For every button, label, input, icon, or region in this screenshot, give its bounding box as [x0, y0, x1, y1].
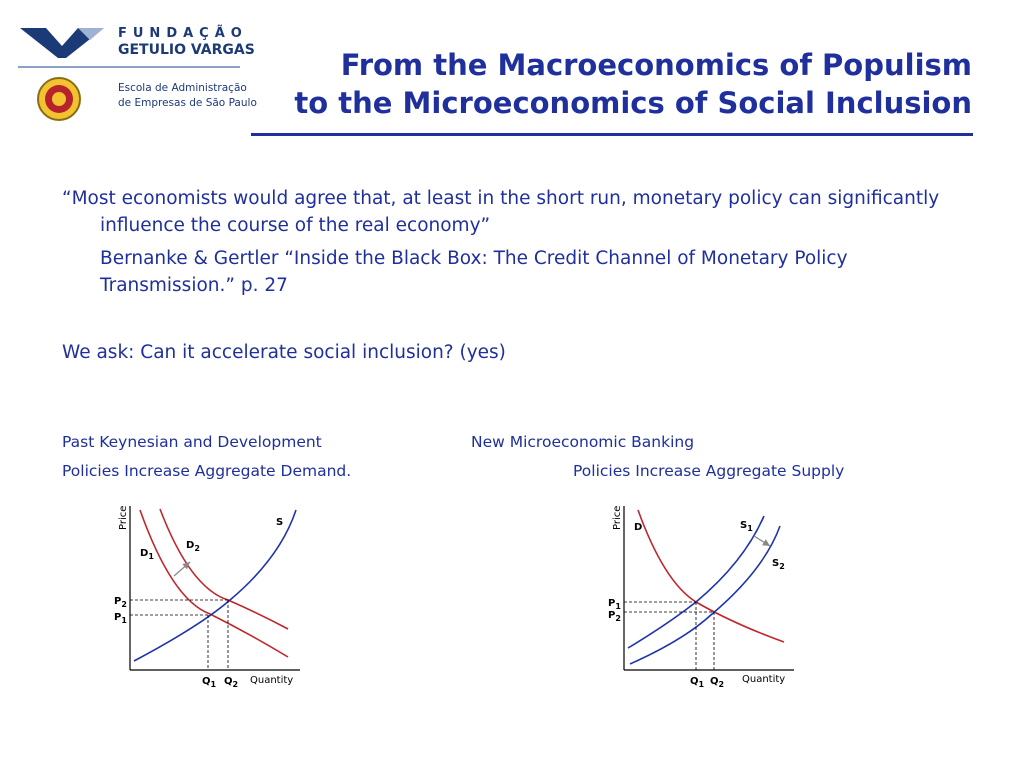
- school-name-line1: Escola de Administração: [118, 82, 247, 94]
- y-axis-label: Price: [118, 506, 129, 530]
- supply-curve-s: [133, 509, 297, 662]
- x-axis-label: Quantity: [742, 674, 785, 685]
- price-label-p1: P1: [114, 612, 127, 625]
- series-label-d2: D2: [186, 540, 200, 553]
- qty-label-q1: Q1: [690, 676, 705, 689]
- supply-curve-s2: [629, 525, 781, 665]
- demand-shift-chart: Price Quantity D1 D2 S P2 P1 Q1 Q2: [114, 506, 300, 689]
- eaesp-seal-icon: [37, 77, 81, 121]
- x-axis-label: Quantity: [250, 675, 293, 686]
- supply-shift-chart: Price Quantity D S1 S2 P1 P2 Q1 Q2: [608, 506, 794, 689]
- fgv-logo: FUNDAÇÃO GETULIO VARGAS Escola de Admini…: [18, 20, 257, 130]
- series-label-d1: D1: [140, 548, 154, 561]
- series-label-d: D: [634, 522, 642, 533]
- series-label-s: S: [276, 517, 283, 528]
- question-text: We ask: Can it accelerate social inclusi…: [62, 342, 506, 363]
- org-name-line1: FUNDAÇÃO: [118, 26, 248, 41]
- supply-curve-s1: [627, 515, 765, 649]
- quote-text: “Most economists would agree that, at le…: [62, 188, 940, 236]
- y-axis-label: Price: [612, 506, 623, 530]
- price-label-p2: P2: [608, 610, 621, 623]
- series-label-s1: S1: [740, 520, 753, 533]
- shift-arrow: [173, 561, 191, 577]
- price-label-p1: P1: [608, 598, 621, 611]
- qty-label-q1: Q1: [202, 676, 217, 689]
- fgv-emblem-icon: [20, 28, 104, 58]
- slide-title: From the Macroeconomics of Populism to t…: [294, 46, 972, 122]
- right-caption-line2: Policies Increase Aggregate Supply: [573, 462, 845, 480]
- title-line-2: to the Microeconomics of Social Inclusio…: [294, 86, 972, 120]
- org-name-line2: GETULIO VARGAS: [118, 42, 255, 58]
- title-line-1: From the Macroeconomics of Populism: [340, 48, 972, 82]
- price-label-p2: P2: [114, 596, 127, 609]
- demand-curve-d1: [139, 509, 289, 658]
- shift-arrow: [753, 535, 771, 547]
- left-caption-line2: Policies Increase Aggregate Demand.: [62, 462, 352, 480]
- series-label-s2: S2: [772, 558, 785, 571]
- qty-label-q2: Q2: [710, 676, 724, 689]
- title-underline: [251, 133, 973, 136]
- qty-label-q2: Q2: [224, 676, 238, 689]
- citation-text: Bernanke & Gertler “Inside the Black Box…: [100, 248, 848, 296]
- school-name-line2: de Empresas de São Paulo: [118, 97, 257, 109]
- left-caption-line1: Past Keynesian and Development: [62, 433, 322, 451]
- demand-curve-d2: [159, 508, 289, 630]
- demand-curve-d: [637, 509, 785, 643]
- right-caption-line1: New Microeconomic Banking: [471, 433, 695, 451]
- logo-divider: [18, 66, 240, 68]
